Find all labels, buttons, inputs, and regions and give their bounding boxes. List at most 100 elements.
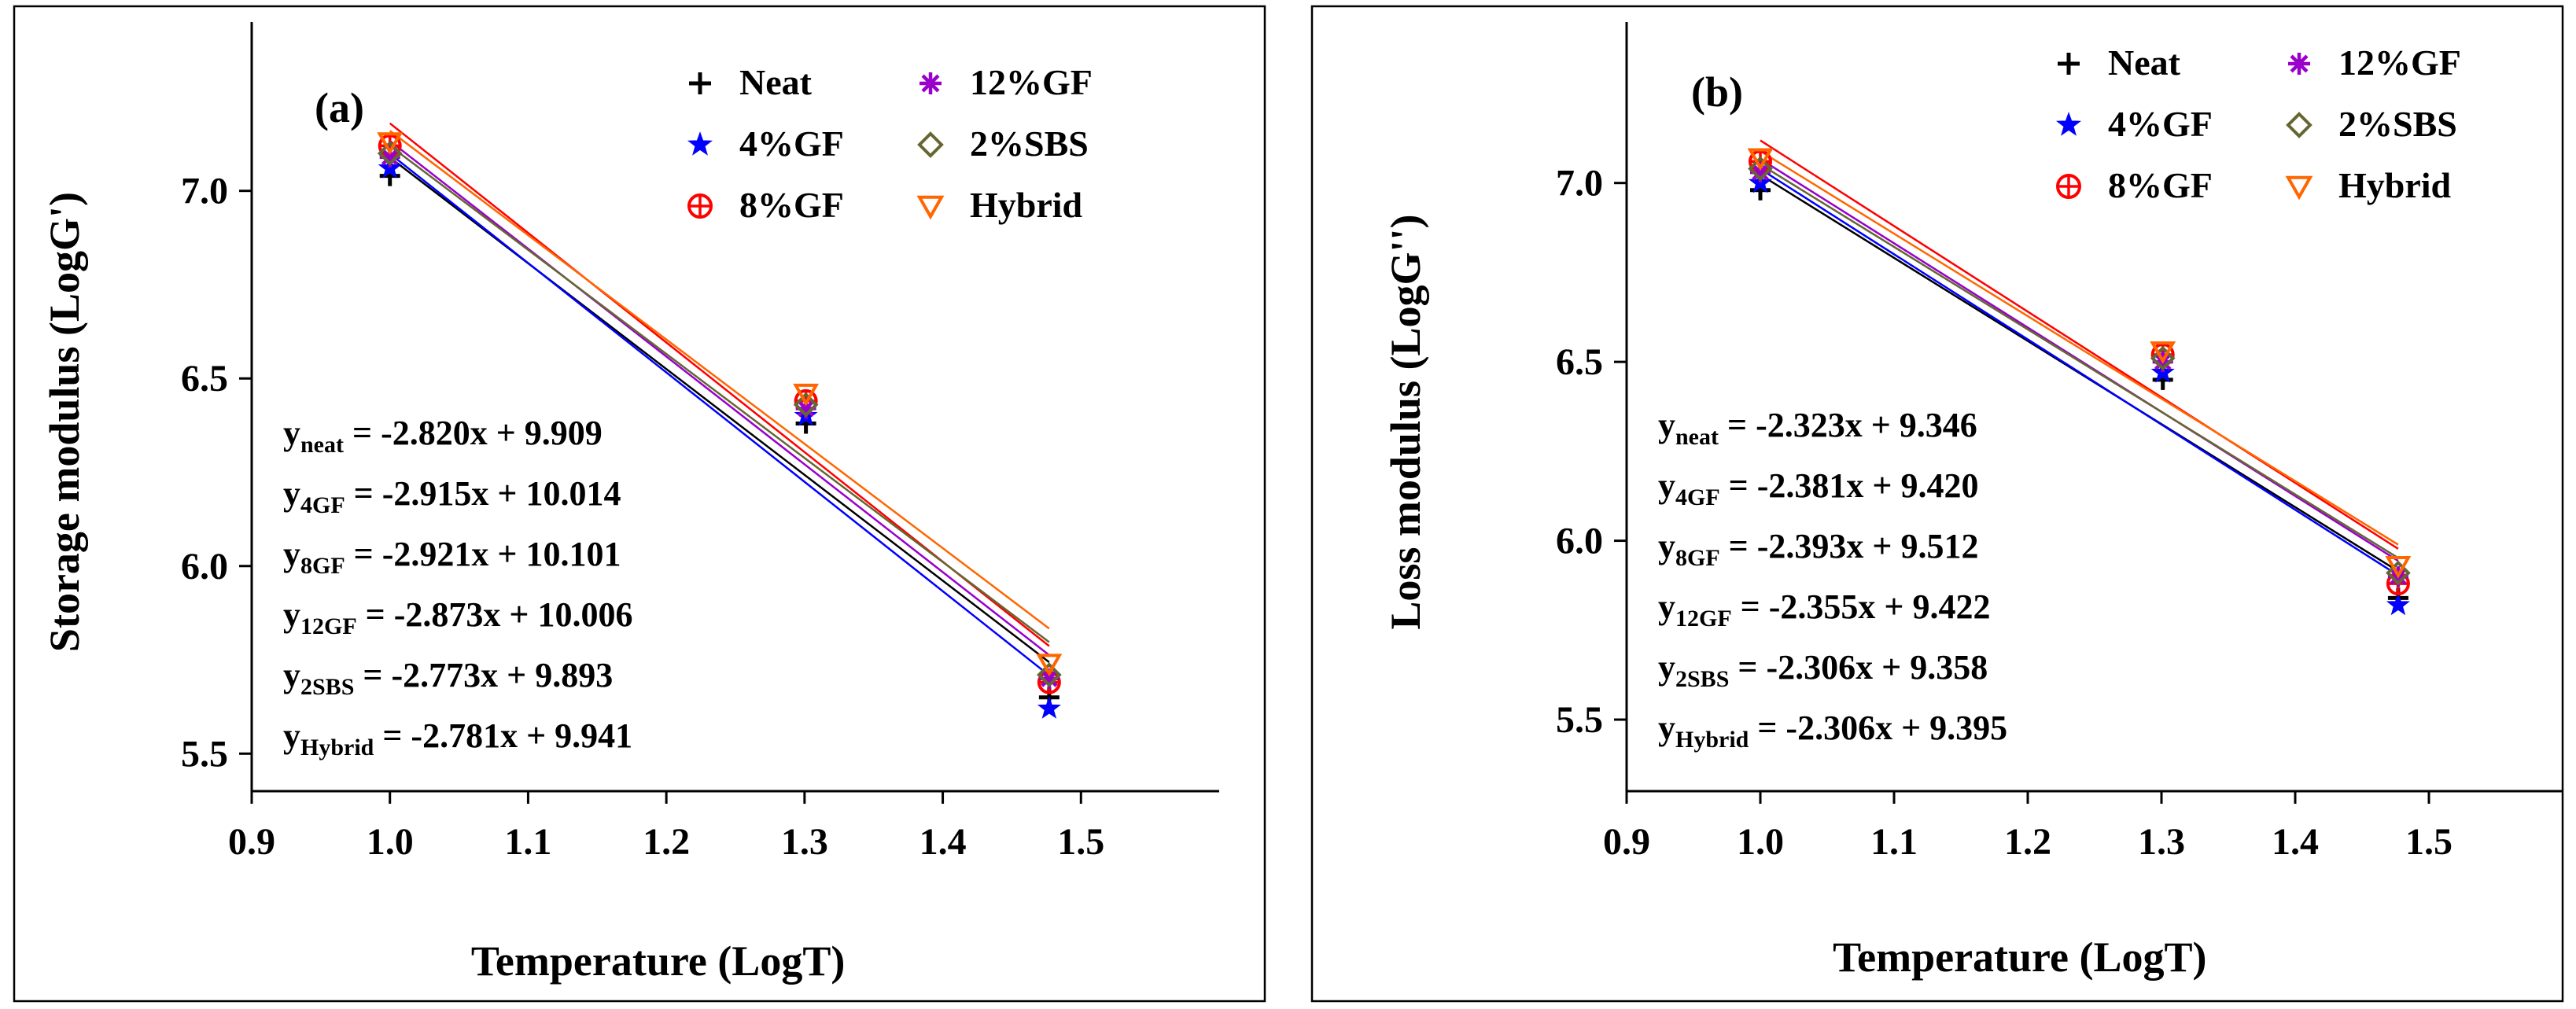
equation-subscript: 2SBS [300, 674, 354, 700]
equation-y: y [1658, 406, 1675, 444]
x-tick-label: 1.5 [1057, 821, 1104, 863]
legend-item-hybrid: Hybrid [2285, 165, 2452, 205]
legend-marker [687, 193, 713, 219]
equation-y: y [1658, 709, 1675, 747]
equation-y: y [283, 474, 300, 513]
legend-marker [689, 72, 711, 94]
equation-y: y [283, 535, 300, 573]
data-point [377, 141, 403, 166]
equation-subscript: neat [1675, 424, 1719, 450]
legend-item-8gf: 8%GF [687, 185, 844, 225]
legend-marker [2056, 174, 2081, 199]
fit-line-2sbs [389, 145, 1050, 643]
equation-subscript: 8GF [1675, 545, 1720, 571]
panel-b: 0.9 1.0 1.1 1.2 1.3 1.4 1.5 5.5 6.0 6.5 7.0 Tempera… [1310, 5, 2564, 1003]
legend-label: Hybrid [2338, 165, 2452, 205]
equation-subscript: 8GF [300, 553, 345, 579]
y-tick-label: 7.0 [181, 171, 228, 212]
equation-y: y [283, 716, 300, 755]
data-point [1748, 156, 1773, 182]
legend-item-hybrid: Hybrid [916, 185, 1083, 225]
legend-marker [919, 72, 942, 94]
equation-12gf: y12GF = -2.873x + 10.006 [283, 595, 632, 639]
panel-frame [1310, 5, 2564, 1003]
legend: Neat 4%GF 8%GF 12%GF 2%SBS Hybrid [687, 62, 1093, 225]
y-tick-label: 6.5 [181, 358, 228, 400]
data-point [1038, 668, 1060, 689]
equation-rhs: = -2.381x + 9.420 [1720, 466, 1979, 505]
x-tick-label: 1.0 [1737, 821, 1784, 863]
legend-label: 4%GF [739, 123, 844, 164]
x-tick-label: 0.9 [1603, 821, 1650, 863]
legend-item-12gf: 12%GF [2288, 42, 2461, 83]
legend-item-4gf: 4%GF [687, 123, 844, 164]
legend-marker [2286, 112, 2313, 138]
data-point [1750, 162, 1771, 183]
data-point [1036, 654, 1063, 677]
data-point [2386, 592, 2410, 616]
x-tick-label: 1.2 [2004, 821, 2051, 863]
y-tick-label: 5.5 [1556, 699, 1603, 741]
equation-subscript: 12GF [300, 613, 357, 639]
legend-item-4gf: 4%GF [2055, 104, 2213, 144]
equation-rhs: = -2.393x + 9.512 [1720, 527, 1979, 565]
legend-label: Neat [739, 62, 813, 102]
legend-label: 12%GF [970, 62, 1093, 102]
equation-hybrid: yHybrid = -2.306x + 9.395 [1658, 709, 2007, 753]
x-tick-label: 1.5 [2405, 821, 2453, 863]
equation-y: y [1658, 648, 1675, 687]
legend-label: 2%SBS [970, 123, 1089, 164]
equation-rhs: = -2.921x + 10.101 [345, 535, 621, 573]
y-tick-label: 7.0 [1556, 163, 1603, 204]
y-axis-title: Loss modulus (LogG'') [1382, 214, 1429, 629]
legend-label: Hybrid [970, 185, 1083, 225]
series-hybrid [377, 132, 1063, 677]
legend-label: Neat [2108, 42, 2181, 83]
fit-line-2sbs [1760, 163, 2399, 559]
data-point [2385, 556, 2412, 579]
fit-line-8gf [1760, 139, 2399, 550]
legend-marker [916, 195, 945, 220]
equation-subscript: Hybrid [1675, 727, 1749, 753]
equation-rhs: = -2.306x + 9.358 [1729, 648, 1988, 687]
data-point [793, 383, 820, 407]
equation-rhs: = -2.355x + 9.422 [1732, 587, 1991, 626]
series-2sbs [377, 141, 1062, 687]
equation-12gf: y12GF = -2.355x + 9.422 [1658, 587, 1990, 632]
fit-line-4gf [389, 153, 1050, 676]
equation-2sbs: y2SBS = -2.306x + 9.358 [1658, 648, 1988, 692]
y-tick-label: 6.5 [1556, 341, 1603, 383]
x-axis-title: Temperature (LogT) [471, 937, 845, 985]
equation-rhs: = -2.873x + 10.006 [357, 595, 633, 634]
legend-label: 8%GF [739, 185, 844, 225]
equation-8gf: y8GF = -2.393x + 9.512 [1658, 527, 1978, 571]
y-tick-label: 5.5 [181, 733, 228, 775]
equation-y: y [1658, 527, 1675, 565]
legend-marker [2285, 175, 2313, 201]
legend-marker [917, 131, 944, 158]
series-12gf [379, 146, 1060, 689]
equation-rhs: = -2.773x + 9.893 [354, 656, 613, 694]
legend-label: 12%GF [2338, 42, 2461, 83]
equation-rhs: = -2.915x + 10.014 [345, 474, 621, 513]
x-tick-label: 1.0 [367, 821, 414, 863]
x-tick-label: 1.2 [643, 821, 690, 863]
data-point [2150, 341, 2176, 364]
fit-line-12gf [389, 140, 1050, 657]
equation-y: y [283, 595, 300, 634]
x-tick-label: 1.4 [2272, 821, 2319, 863]
equation-rhs: = -2.820x + 9.909 [344, 414, 603, 452]
x-tick-label: 1.3 [781, 821, 828, 863]
y-tick-label: 6.0 [1556, 521, 1603, 562]
legend-item-8gf: 8%GF [2056, 165, 2213, 205]
data-point [1747, 148, 1774, 171]
x-tick-label: 1.3 [2138, 821, 2185, 863]
equation-subscript: 4GF [300, 492, 345, 518]
equation-subscript: neat [300, 432, 344, 458]
equation-neat: yneat = -2.820x + 9.909 [283, 414, 603, 458]
equation-neat: yneat = -2.323x + 9.346 [1658, 406, 1977, 450]
y-axis-title: Storage modulus (LogG') [41, 192, 88, 652]
equation-4gf: y4GF = -2.915x + 10.014 [283, 474, 621, 518]
x-tick-label: 1.4 [919, 821, 967, 863]
